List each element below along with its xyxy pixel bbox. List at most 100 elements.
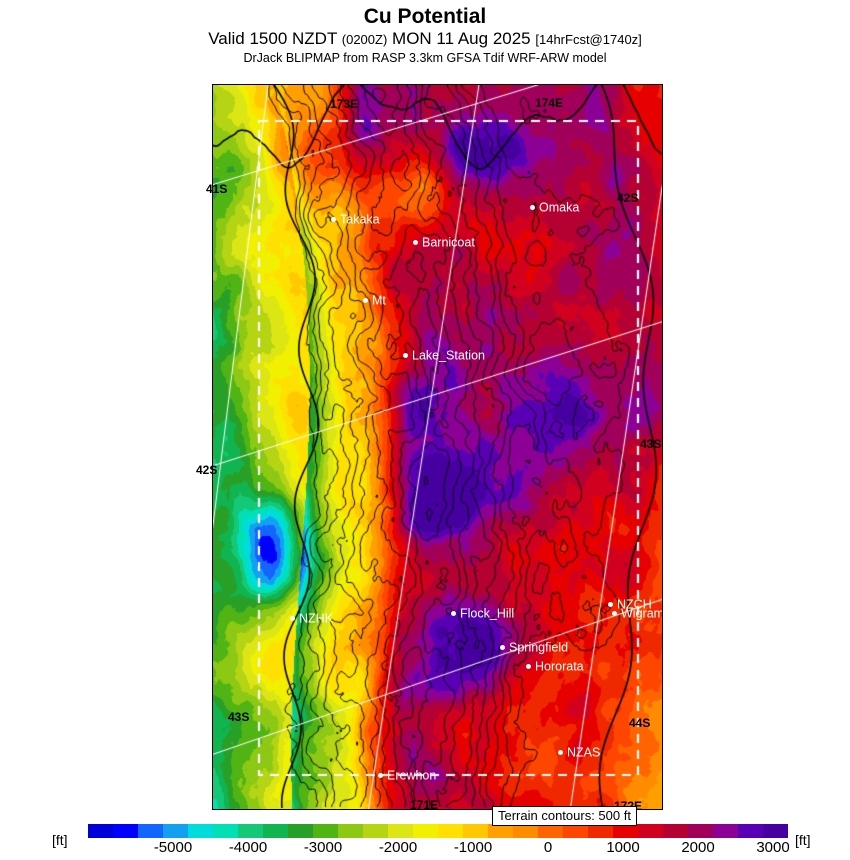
colorbar-tick-label: 0 [543,839,553,856]
colorbar-swatch [513,824,538,838]
colorbar-swatch [663,824,688,838]
map-place-marker[interactable]: Springfield [500,640,568,655]
map-plot-area[interactable]: 173E 174E 171E 172E Takaka Omaka Barnicoat Lake… [212,84,663,810]
colorbar-swatch [438,824,463,838]
colorbar-swatch [463,824,488,838]
cu-potential-field [213,85,662,809]
colorbar-tick-label: -3000 [303,839,343,856]
map-place-marker[interactable]: NZCH [608,597,652,612]
map-place-marker[interactable]: Takaka [331,212,380,227]
place-label: NZAS [567,745,601,760]
colorbar-swatch [138,824,163,838]
place-dot-icon [290,616,295,622]
place-label: Barnicoat [422,235,475,250]
colorbar-swatch [238,824,263,838]
colorbar-swatch [713,824,738,838]
colorbar-swatch [688,824,713,838]
colorbar-swatch [188,824,213,838]
place-label: Erewhon [387,768,437,783]
colorbar-tick-label: -2000 [378,839,418,856]
graticule-lat-label: 44S [629,716,651,730]
place-dot-icon [612,611,617,617]
graticule-lat-label: 43S [228,710,250,724]
place-dot-icon [331,217,336,223]
place-label: Flock_Hill [460,606,515,621]
colorbar-swatch [638,824,663,838]
colorbar-tick-label: 2000 [681,839,715,856]
place-dot-icon [608,602,613,608]
graticule-lat-label: 42S [196,463,218,477]
colorbar-tick-label: 3000 [756,839,790,856]
colorbar-tick-label: -4000 [228,839,268,856]
colorbar-swatch [288,824,313,838]
colorbar-swatch [313,824,338,838]
graticule-lat-label: 42S [617,191,639,205]
colorbar-tick-label: -1000 [453,839,493,856]
colorbar-region: [ft] [ft] -5000 -4000 -3000 -2000 -1000 0 1000… [0,824,850,860]
colorbar-swatch [113,824,138,838]
place-label: Wigram [621,606,663,621]
colorbar-unit-right: [ft] [795,832,811,848]
colorbar-swatch [263,824,288,838]
map-place-marker[interactable]: Omaka [530,200,579,215]
colorbar-swatch [563,824,588,838]
colorbar-swatch [588,824,613,838]
place-dot-icon [378,773,383,779]
map-place-marker[interactable]: NZAS [558,745,600,760]
place-label: NZHK [299,611,334,626]
valid-time-line: Valid 1500 NZDT (0200Z) MON 11 Aug 2025 … [0,29,850,50]
chart-header: Cu Potential Valid 1500 NZDT (0200Z) MON… [0,0,850,66]
colorbar-unit-left: [ft] [52,832,68,848]
graticule-lon-label: 171E [410,798,439,810]
valid-time-main: Valid 1500 NZDT [208,29,338,48]
colorbar-swatch [738,824,763,838]
place-label: Mt [372,293,386,308]
colorbar-tick-labels: -5000 -4000 -3000 -2000 -1000 0 1000 2000 3000 [88,839,790,859]
place-label: Springfield [509,640,569,655]
colorbar-swatch [538,824,563,838]
graticule-lon-label: 172E [614,799,643,810]
map-place-marker[interactable]: Flock_Hill [451,606,514,621]
page-title: Cu Potential [363,5,487,28]
colorbar-tick-label: 1000 [606,839,640,856]
place-label: NZCH [617,597,652,612]
place-dot-icon [403,353,408,359]
map-place-marker[interactable]: Barnicoat [413,235,475,250]
map-overlay-layer: 173E 174E 171E 172E Takaka Omaka Barnicoat Lake… [213,85,662,809]
terrain-legend: Terrain contours: 500 ft [492,806,637,826]
graticule-lon-label: 173E [330,97,359,111]
place-label: Lake_Station [412,348,485,363]
map-place-marker[interactable]: Lake_Station [403,348,485,363]
colorbar-swatches [88,824,788,838]
map-place-marker[interactable]: Hororata [526,659,584,674]
map-place-marker[interactable]: NZHK [290,611,333,626]
place-label: Hororata [535,659,584,674]
model-line: DrJack BLIPMAP from RASP 3.3km GFSA Tdif… [243,51,607,65]
place-dot-icon [558,750,563,756]
valid-time-utc: (0200Z) [341,32,388,47]
place-dot-icon [413,240,418,246]
colorbar-swatch [88,824,113,838]
map-place-marker[interactable]: Wigram [612,606,663,621]
map-place-marker[interactable]: Mt [363,293,386,308]
place-dot-icon [500,645,505,651]
valid-date: MON 11 Aug 2025 [392,29,531,48]
colorbar-swatch [163,824,188,838]
colorbar-swatch [488,824,513,838]
colorbar-swatch [388,824,413,838]
place-dot-icon [530,205,535,211]
colorbar-tick-label: -5000 [153,839,193,856]
graticule-lon-label: 174E [535,96,564,110]
place-dot-icon [363,298,368,304]
colorbar-swatch [213,824,238,838]
map-place-marker[interactable]: Erewhon [378,768,436,783]
graticule-lat-label: 41S [206,182,228,196]
colorbar-swatch [338,824,363,838]
colorbar-swatch [413,824,438,838]
place-label: Takaka [340,212,380,227]
colorbar-swatch [363,824,388,838]
place-dot-icon [451,611,456,617]
graticule-lat-label: 43S [640,437,662,451]
colorbar-swatch [613,824,638,838]
colorbar-swatch [763,824,788,838]
